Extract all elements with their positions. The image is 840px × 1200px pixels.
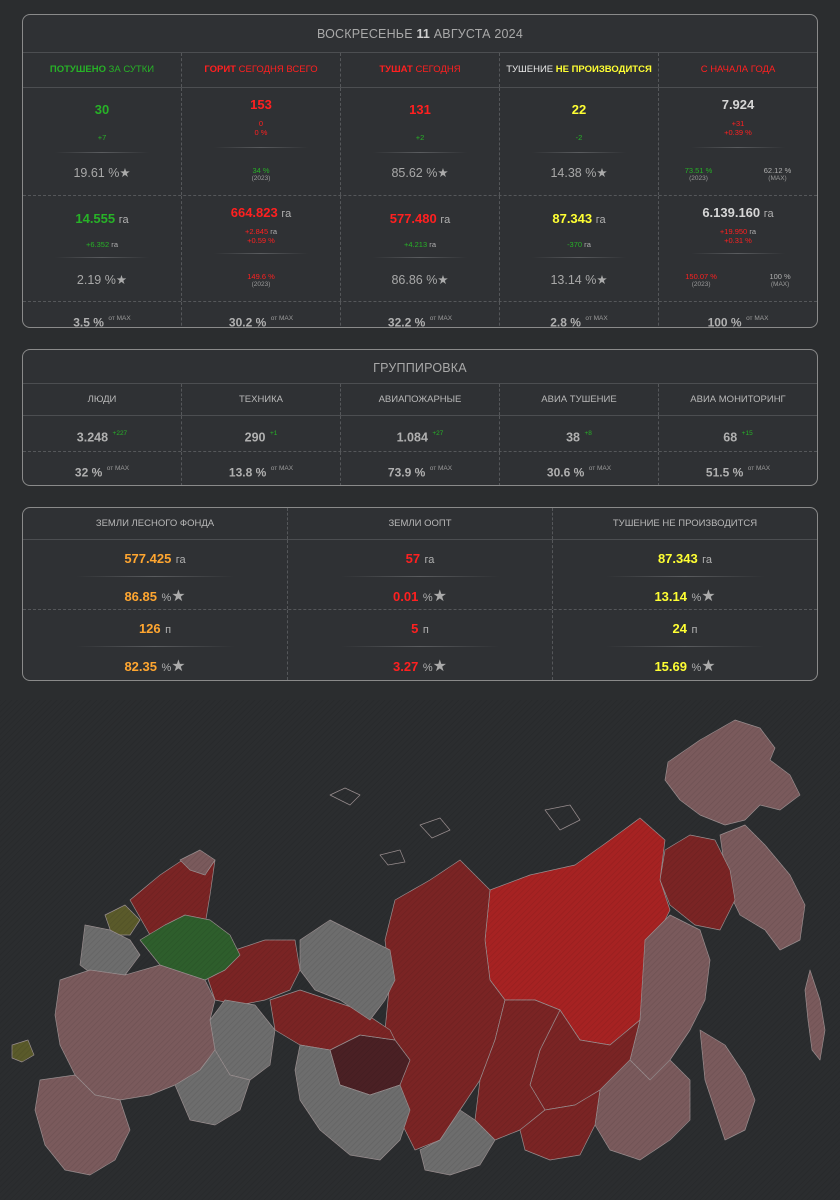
lands-count-not-fighting: 24 п 15.69 %★ xyxy=(553,610,817,680)
region-chukotka[interactable] xyxy=(664,719,801,826)
lands-count-forest: 126 п 82.35 %★ xyxy=(23,610,288,680)
header-extinguished: ПОТУШЕНО ЗА СУТКИ xyxy=(23,53,182,87)
summary-max-row: 3.5 % от MAX 30.2 % от MAX 32.2 % от MAX… xyxy=(23,302,817,328)
lands-label-not-fighting: ТУШЕНИЕ НЕ ПРОИЗВОДИТСЯ xyxy=(612,518,758,529)
max-not-fighting: 2.8 % от MAX xyxy=(500,302,659,327)
summary-panel: ВОСКРЕСЕНЬЕ 11 АВГУСТА 2024 ПОТУШЕНО ЗА … xyxy=(22,14,818,328)
arctic-islands xyxy=(329,787,581,866)
lands-panel: ЗЕМЛИ ЛЕСНОГО ФОНДА ЗЕМЛИ ООПТ ТУШЕНИЕ Н… xyxy=(22,507,818,681)
forces-value-airfire: 1.084 +27 xyxy=(341,416,500,451)
lands-count-oopt: 5 п 3.27 %★ xyxy=(288,610,553,680)
lands-label-row: ЗЕМЛИ ЛЕСНОГО ФОНДА ЗЕМЛИ ООПТ ТУШЕНИЕ Н… xyxy=(23,508,817,540)
forces-pct-air-monitoring: 51.5 % от MAX xyxy=(705,465,771,480)
forces-title: ГРУППИРОВКА xyxy=(23,350,817,384)
header-fighting: ТУШАТ СЕГОДНЯ xyxy=(341,53,500,87)
area-since-year: 6.139.160 га +19.950 га +0.31 % 150.07 %… xyxy=(685,205,791,288)
area-burning: 664.823 га +2.845 га +0.59 % 149.6 % (20… xyxy=(182,196,341,301)
max-since-year: 100 % от MAX xyxy=(707,315,769,328)
forces-panel: ГРУППИРОВКА ЛЮДИ ТЕХНИКА АВИАПОЖАРНЫЕ АВ… xyxy=(22,349,818,486)
forces-label-air-monitoring: АВИА МОНИТОРИНГ xyxy=(690,394,786,405)
count-since-year: 7.924 +31 +0.39 % 73.51 % (2023) 62.12 %(… xyxy=(684,97,792,182)
forces-label-vehicles: ТЕХНИКА xyxy=(182,384,341,415)
count-burning: 153 0 0 % 34 % (2023) xyxy=(182,88,341,195)
max-burning: 30.2 % от MAX xyxy=(182,302,341,327)
forces-value-row: 3.248 +227 290 +1 1.084 +27 38 +8 68 +15 xyxy=(23,416,817,452)
count-extinguished: 30 +7 19.61 %★ xyxy=(23,88,182,195)
summary-count-row: 30 +7 19.61 %★ 153 0 0 % 34 % (2023) 131… xyxy=(23,88,817,196)
forces-label-air-fighting: АВИА ТУШЕНИЕ xyxy=(500,384,659,415)
area-extinguished: 14.555 га +6.352 га 2.19 %★ xyxy=(23,196,182,301)
lands-area-not-fighting: 87.343 га 13.14 %★ xyxy=(553,540,817,609)
forces-pct-row: 32 % от MAX 13.8 % от MAX 73.9 % от MAX … xyxy=(23,452,817,485)
forces-pct-vehicles: 13.8 % от MAX xyxy=(182,452,341,485)
lands-label-oopt: ЗЕМЛИ ООПТ xyxy=(288,508,553,539)
forces-value-air-fighting: 38 +8 xyxy=(500,416,659,451)
forces-label-people: ЛЮДИ xyxy=(23,384,182,415)
forces-value-vehicles: 290 +1 xyxy=(182,416,341,451)
lands-label-forest: ЗЕМЛИ ЛЕСНОГО ФОНДА xyxy=(23,508,288,539)
russia-fire-map[interactable] xyxy=(0,700,840,1200)
forces-pct-airfire: 73.9 % от MAX xyxy=(341,452,500,485)
region-kaliningrad[interactable] xyxy=(11,1039,35,1063)
region-primorye[interactable] xyxy=(699,1029,756,1141)
max-extinguished: 3.5 % от MAX xyxy=(23,302,182,327)
lands-count-row: 126 п 82.35 %★ 5 п 3.27 %★ 24 п 15.69 %★ xyxy=(23,610,817,680)
lands-area-forest: 577.425 га 86.85 %★ xyxy=(23,540,288,609)
area-not-fighting: 87.343 га -370 га 13.14 %★ xyxy=(500,196,659,301)
header-burning: ГОРИТ СЕГОДНЯ ВСЕГО xyxy=(182,53,341,87)
header-not-fighting: ТУШЕНИЕ НЕ ПРОИЗВОДИТСЯ xyxy=(500,53,659,87)
summary-area-row: 14.555 га +6.352 га 2.19 %★ 664.823 га +… xyxy=(23,196,817,302)
forces-label-row: ЛЮДИ ТЕХНИКА АВИАПОЖАРНЫЕ АВИА ТУШЕНИЕ А… xyxy=(23,384,817,416)
forces-pct-air-fighting: 30.6 % от MAX xyxy=(500,452,659,485)
forces-value-people: 3.248 +227 xyxy=(23,416,182,451)
region-sakhalin[interactable] xyxy=(804,969,826,1061)
forces-pct-people: 32 % от MAX xyxy=(23,452,182,485)
header-since-year: С НАЧАЛА ГОДА xyxy=(700,64,776,75)
lands-area-row: 577.425 га 86.85 %★ 57 га 0.01 %★ 87.343… xyxy=(23,540,817,610)
area-fighting: 577.480 га +4.213 га 86.86 %★ xyxy=(341,196,500,301)
count-not-fighting: 22 -2 14.38 %★ xyxy=(500,88,659,195)
max-fighting: 32.2 % от MAX xyxy=(341,302,500,327)
summary-title: ВОСКРЕСЕНЬЕ 11 АВГУСТА 2024 xyxy=(23,15,817,53)
lands-area-oopt: 57 га 0.01 %★ xyxy=(288,540,553,609)
forces-value-air-monitoring: 68 +15 xyxy=(723,430,753,445)
count-fighting: 131 +2 85.62 %★ xyxy=(341,88,500,195)
summary-header-row: ПОТУШЕНО ЗА СУТКИ ГОРИТ СЕГОДНЯ ВСЕГО ТУ… xyxy=(23,53,817,88)
forces-label-airfire: АВИАПОЖАРНЫЕ xyxy=(341,384,500,415)
